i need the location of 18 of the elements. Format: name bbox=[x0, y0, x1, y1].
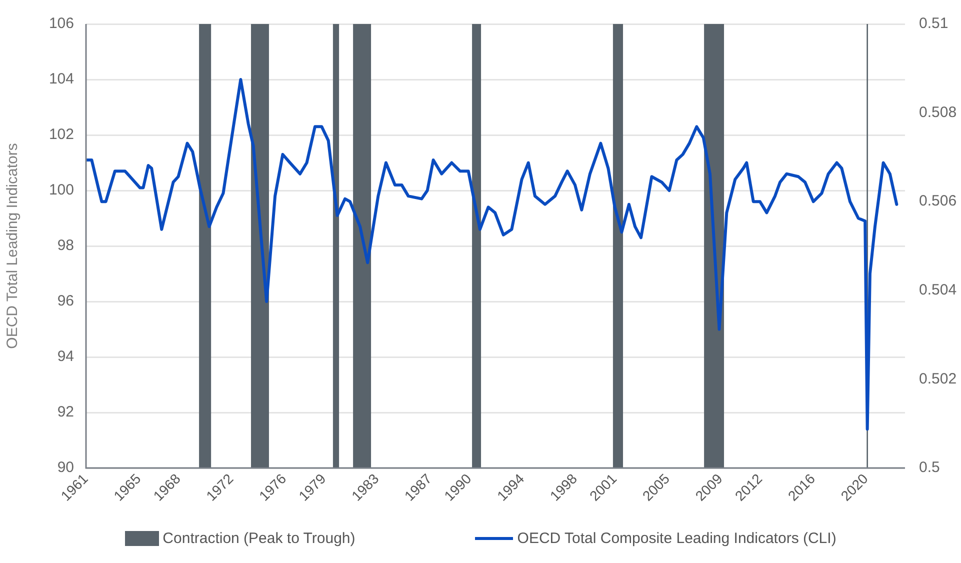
y-tick-label: 100 bbox=[48, 182, 74, 199]
y2-tick-label: 0.5 bbox=[919, 459, 940, 476]
y-tick-label: 90 bbox=[57, 459, 74, 476]
y-tick-label: 92 bbox=[57, 404, 74, 421]
y2-tick-label: 0.502 bbox=[919, 370, 957, 388]
y-tick-label: 106 bbox=[48, 15, 74, 32]
y-tick-label: 102 bbox=[48, 126, 74, 144]
legend-label: Contraction (Peak to Trough) bbox=[162, 530, 356, 547]
y2-tick-label: 0.51 bbox=[919, 15, 948, 32]
y2-tick-label: 0.506 bbox=[919, 192, 957, 210]
y-axis-title: OECD Total Leading Indicators bbox=[4, 143, 22, 349]
y2-tick-label: 0.508 bbox=[919, 104, 957, 121]
y2-tick-label: 0.504 bbox=[919, 282, 957, 299]
y-tick-label: 104 bbox=[48, 70, 74, 88]
y-tick-label: 94 bbox=[57, 348, 74, 366]
y-tick-label: 98 bbox=[57, 237, 74, 254]
legend-label: OECD Total Composite Leading Indicators (CLI) bbox=[517, 530, 836, 547]
y-tick-label: 96 bbox=[57, 292, 74, 310]
